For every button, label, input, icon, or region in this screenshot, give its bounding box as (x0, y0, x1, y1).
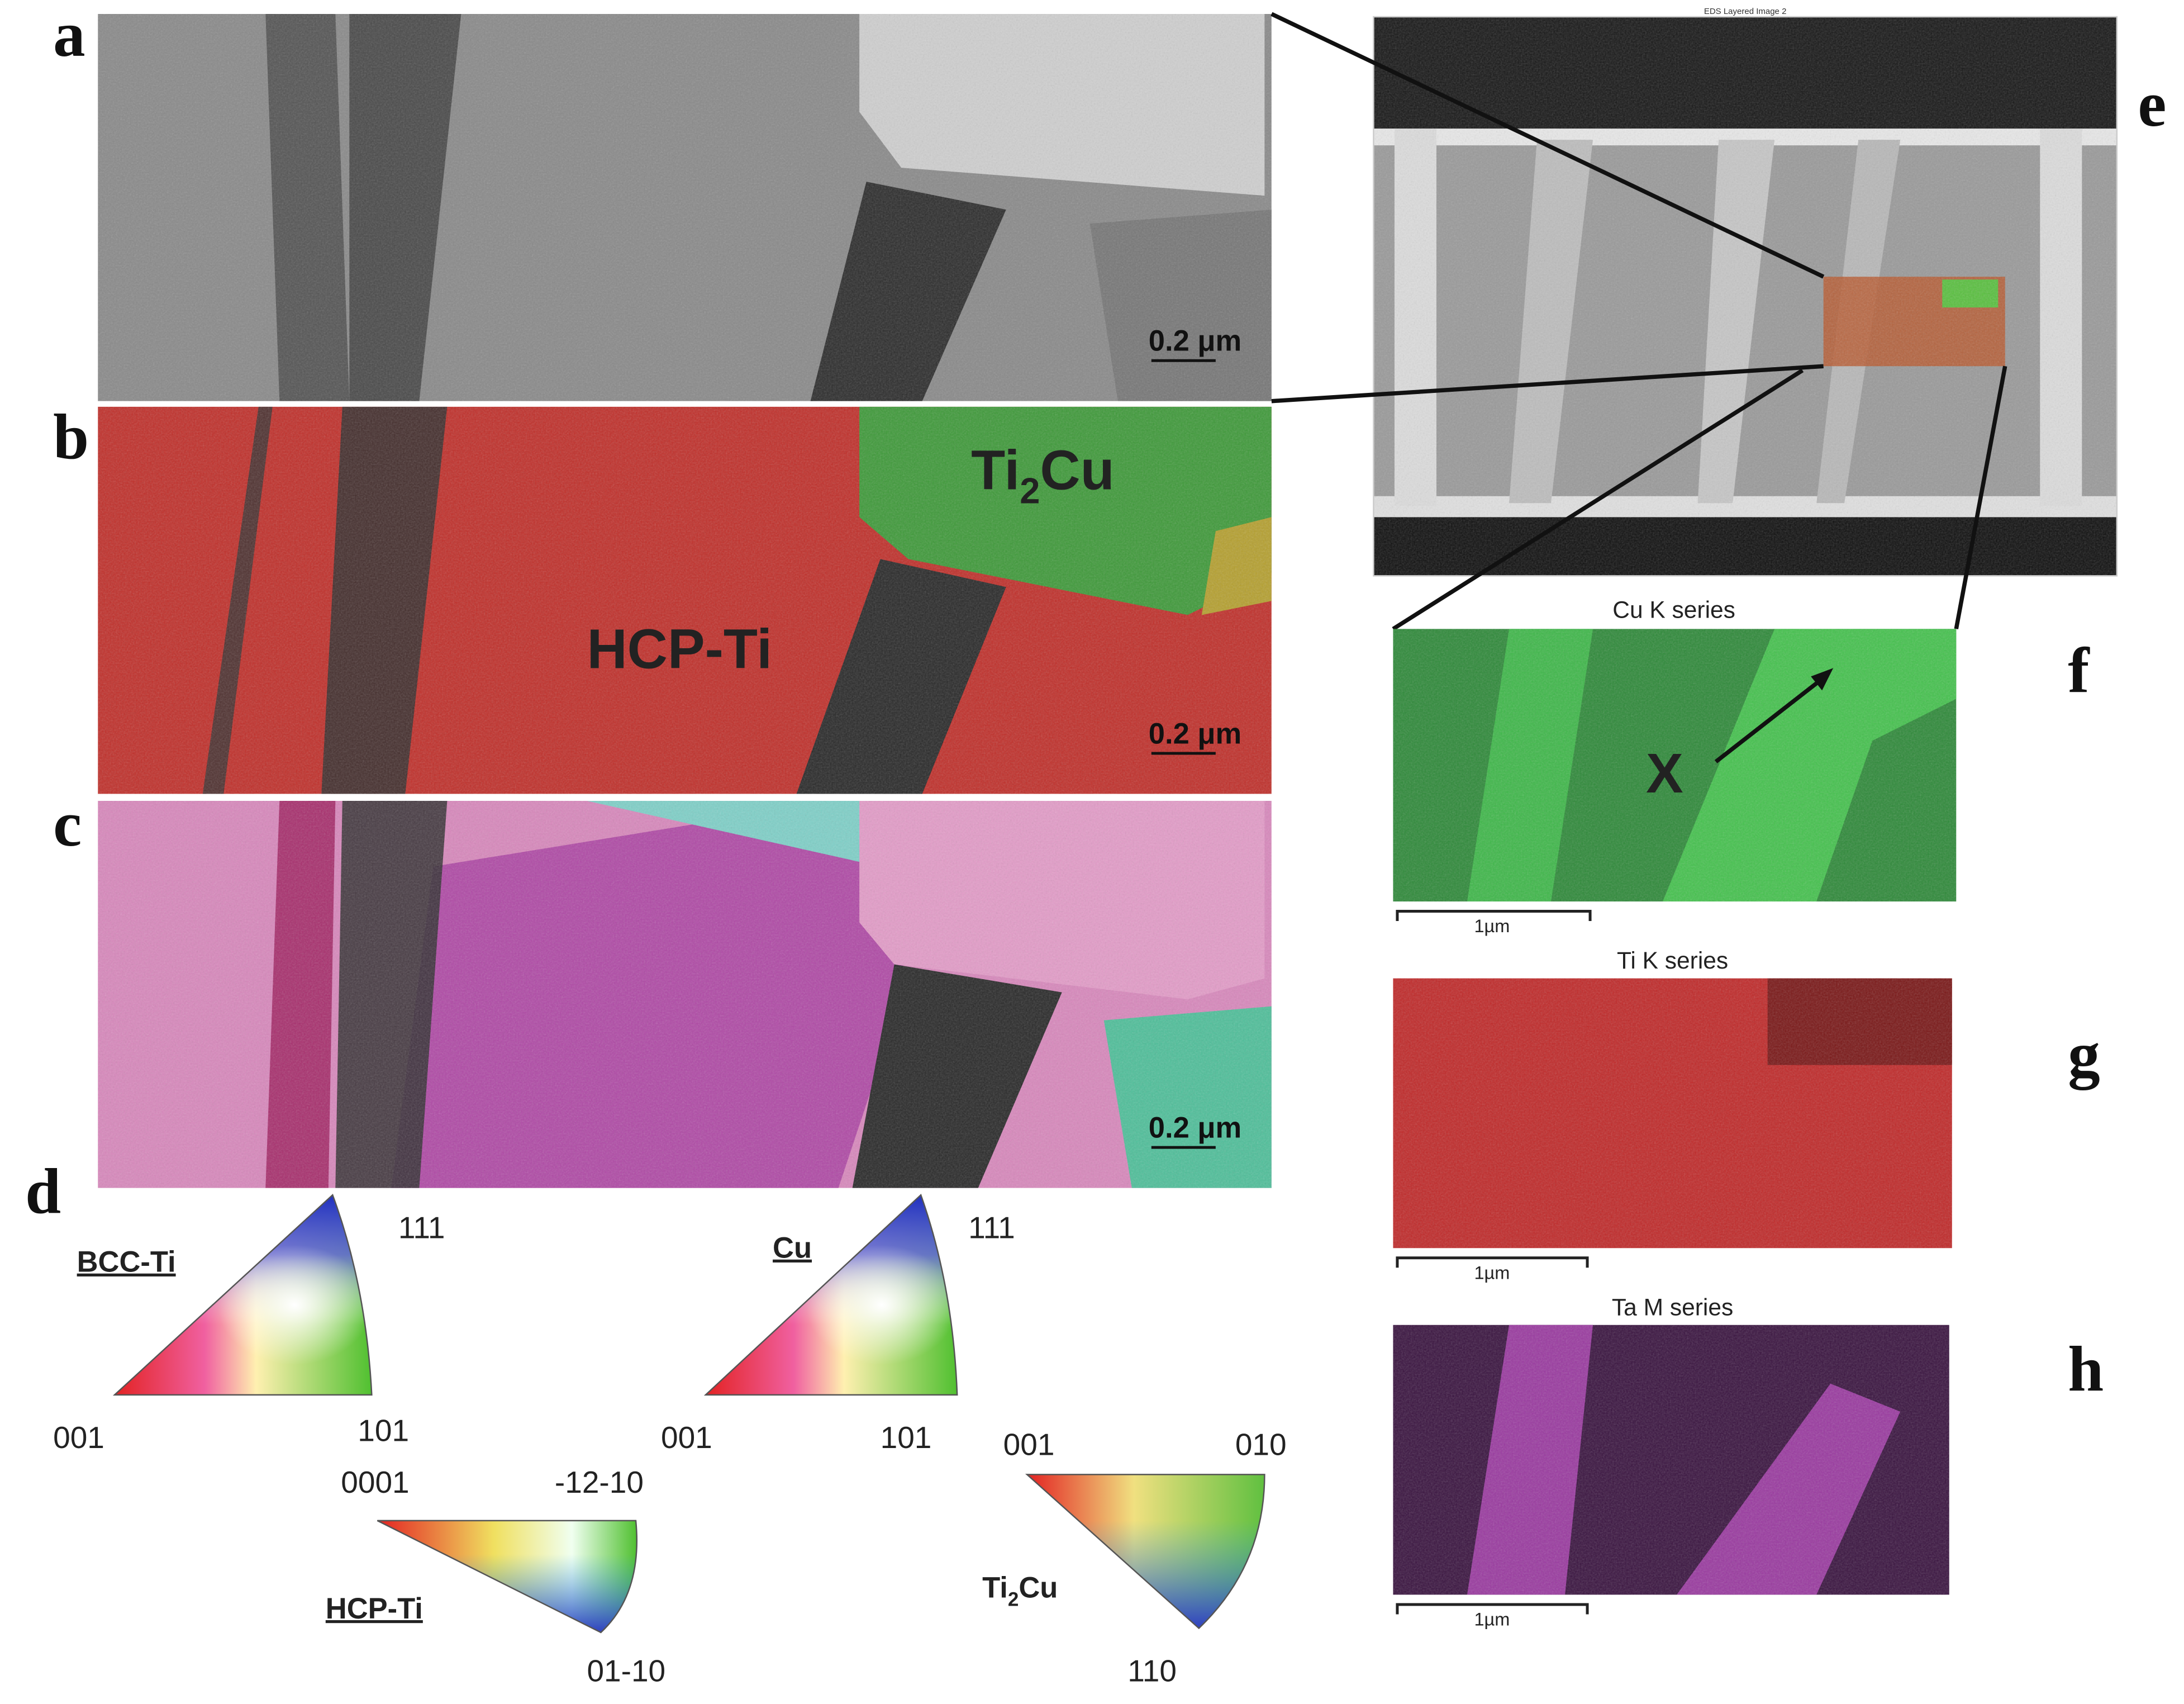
map-title: Ti K series (1617, 948, 1728, 974)
axis-label: -12-10 (555, 1465, 644, 1499)
ipf-bcc (112, 1194, 373, 1396)
map-scale-label: 1µm (1474, 1262, 1510, 1283)
arrow-head (1811, 668, 1834, 691)
axis-label: 111 (968, 1211, 1015, 1245)
panel-label: g (2068, 1019, 2100, 1090)
panel-label: e (2138, 68, 2166, 140)
phase-label: HCP-Ti (587, 618, 772, 680)
panel-label: c (53, 788, 82, 860)
map-g (1393, 978, 1952, 1249)
map-scale-label: 1µm (1474, 1609, 1510, 1629)
ipf-cu (703, 1193, 958, 1396)
subscript: 2 (1020, 470, 1040, 511)
phase-name: HCP-Ti (326, 1592, 423, 1625)
map-f (1393, 629, 1957, 902)
axis-label: 101 (881, 1420, 932, 1455)
axis-label: 101 (358, 1413, 409, 1447)
phase-name: Ti2Cu (982, 1571, 1058, 1610)
panel-e-image (1373, 16, 2118, 577)
text-part: Ti (971, 439, 1020, 501)
panel-label: b (53, 401, 89, 472)
phase-name: BCC-Ti (77, 1246, 176, 1279)
arrow (1714, 676, 1825, 763)
panel-a-image (98, 14, 1272, 401)
scale-bars (1151, 359, 1216, 1149)
axis-label: 001 (1003, 1427, 1055, 1461)
image-title: EDS Layered Image 2 (1704, 7, 1787, 16)
map-h (1393, 1325, 1949, 1595)
phase-label: Ti2Cu (971, 439, 1115, 511)
marker-label: X (1646, 742, 1683, 805)
panel-label: d (25, 1156, 61, 1227)
scale-bar-label: 0.2 μm (1149, 325, 1241, 358)
phase-name: Cu (773, 1232, 812, 1265)
axis-label: 110 (1127, 1653, 1177, 1688)
axis-label: 01-10 (587, 1653, 665, 1688)
ipf-hcp (377, 1520, 637, 1634)
panel-label: f (2068, 634, 2090, 706)
panel-label: h (2068, 1333, 2104, 1404)
panel-c-image (98, 800, 1272, 1188)
axis-label: 0001 (341, 1465, 409, 1499)
map-scale-label: 1µm (1474, 916, 1510, 936)
map-scale-bars (1396, 910, 1592, 1615)
text-part: Cu (1019, 1571, 1058, 1604)
text-part: Cu (1040, 439, 1114, 501)
panel-b-image (98, 406, 1272, 794)
panel-label: a (53, 0, 85, 70)
axis-label: 001 (661, 1420, 712, 1455)
zoom-lines (1271, 12, 2007, 631)
scale-bar-label: 0.2 μm (1149, 1112, 1241, 1145)
map-title: Cu K series (1612, 597, 1735, 623)
subscript: 2 (1008, 1588, 1019, 1610)
axis-label: 111 (398, 1211, 445, 1245)
ipf-ti2cu (1025, 1474, 1265, 1630)
map-title: Ta M series (1612, 1294, 1733, 1321)
axis-label: 010 (1235, 1427, 1287, 1461)
axis-label: 001 (53, 1420, 104, 1455)
scale-bar-label: 0.2 μm (1149, 717, 1241, 750)
text-part: Ti (982, 1571, 1008, 1604)
